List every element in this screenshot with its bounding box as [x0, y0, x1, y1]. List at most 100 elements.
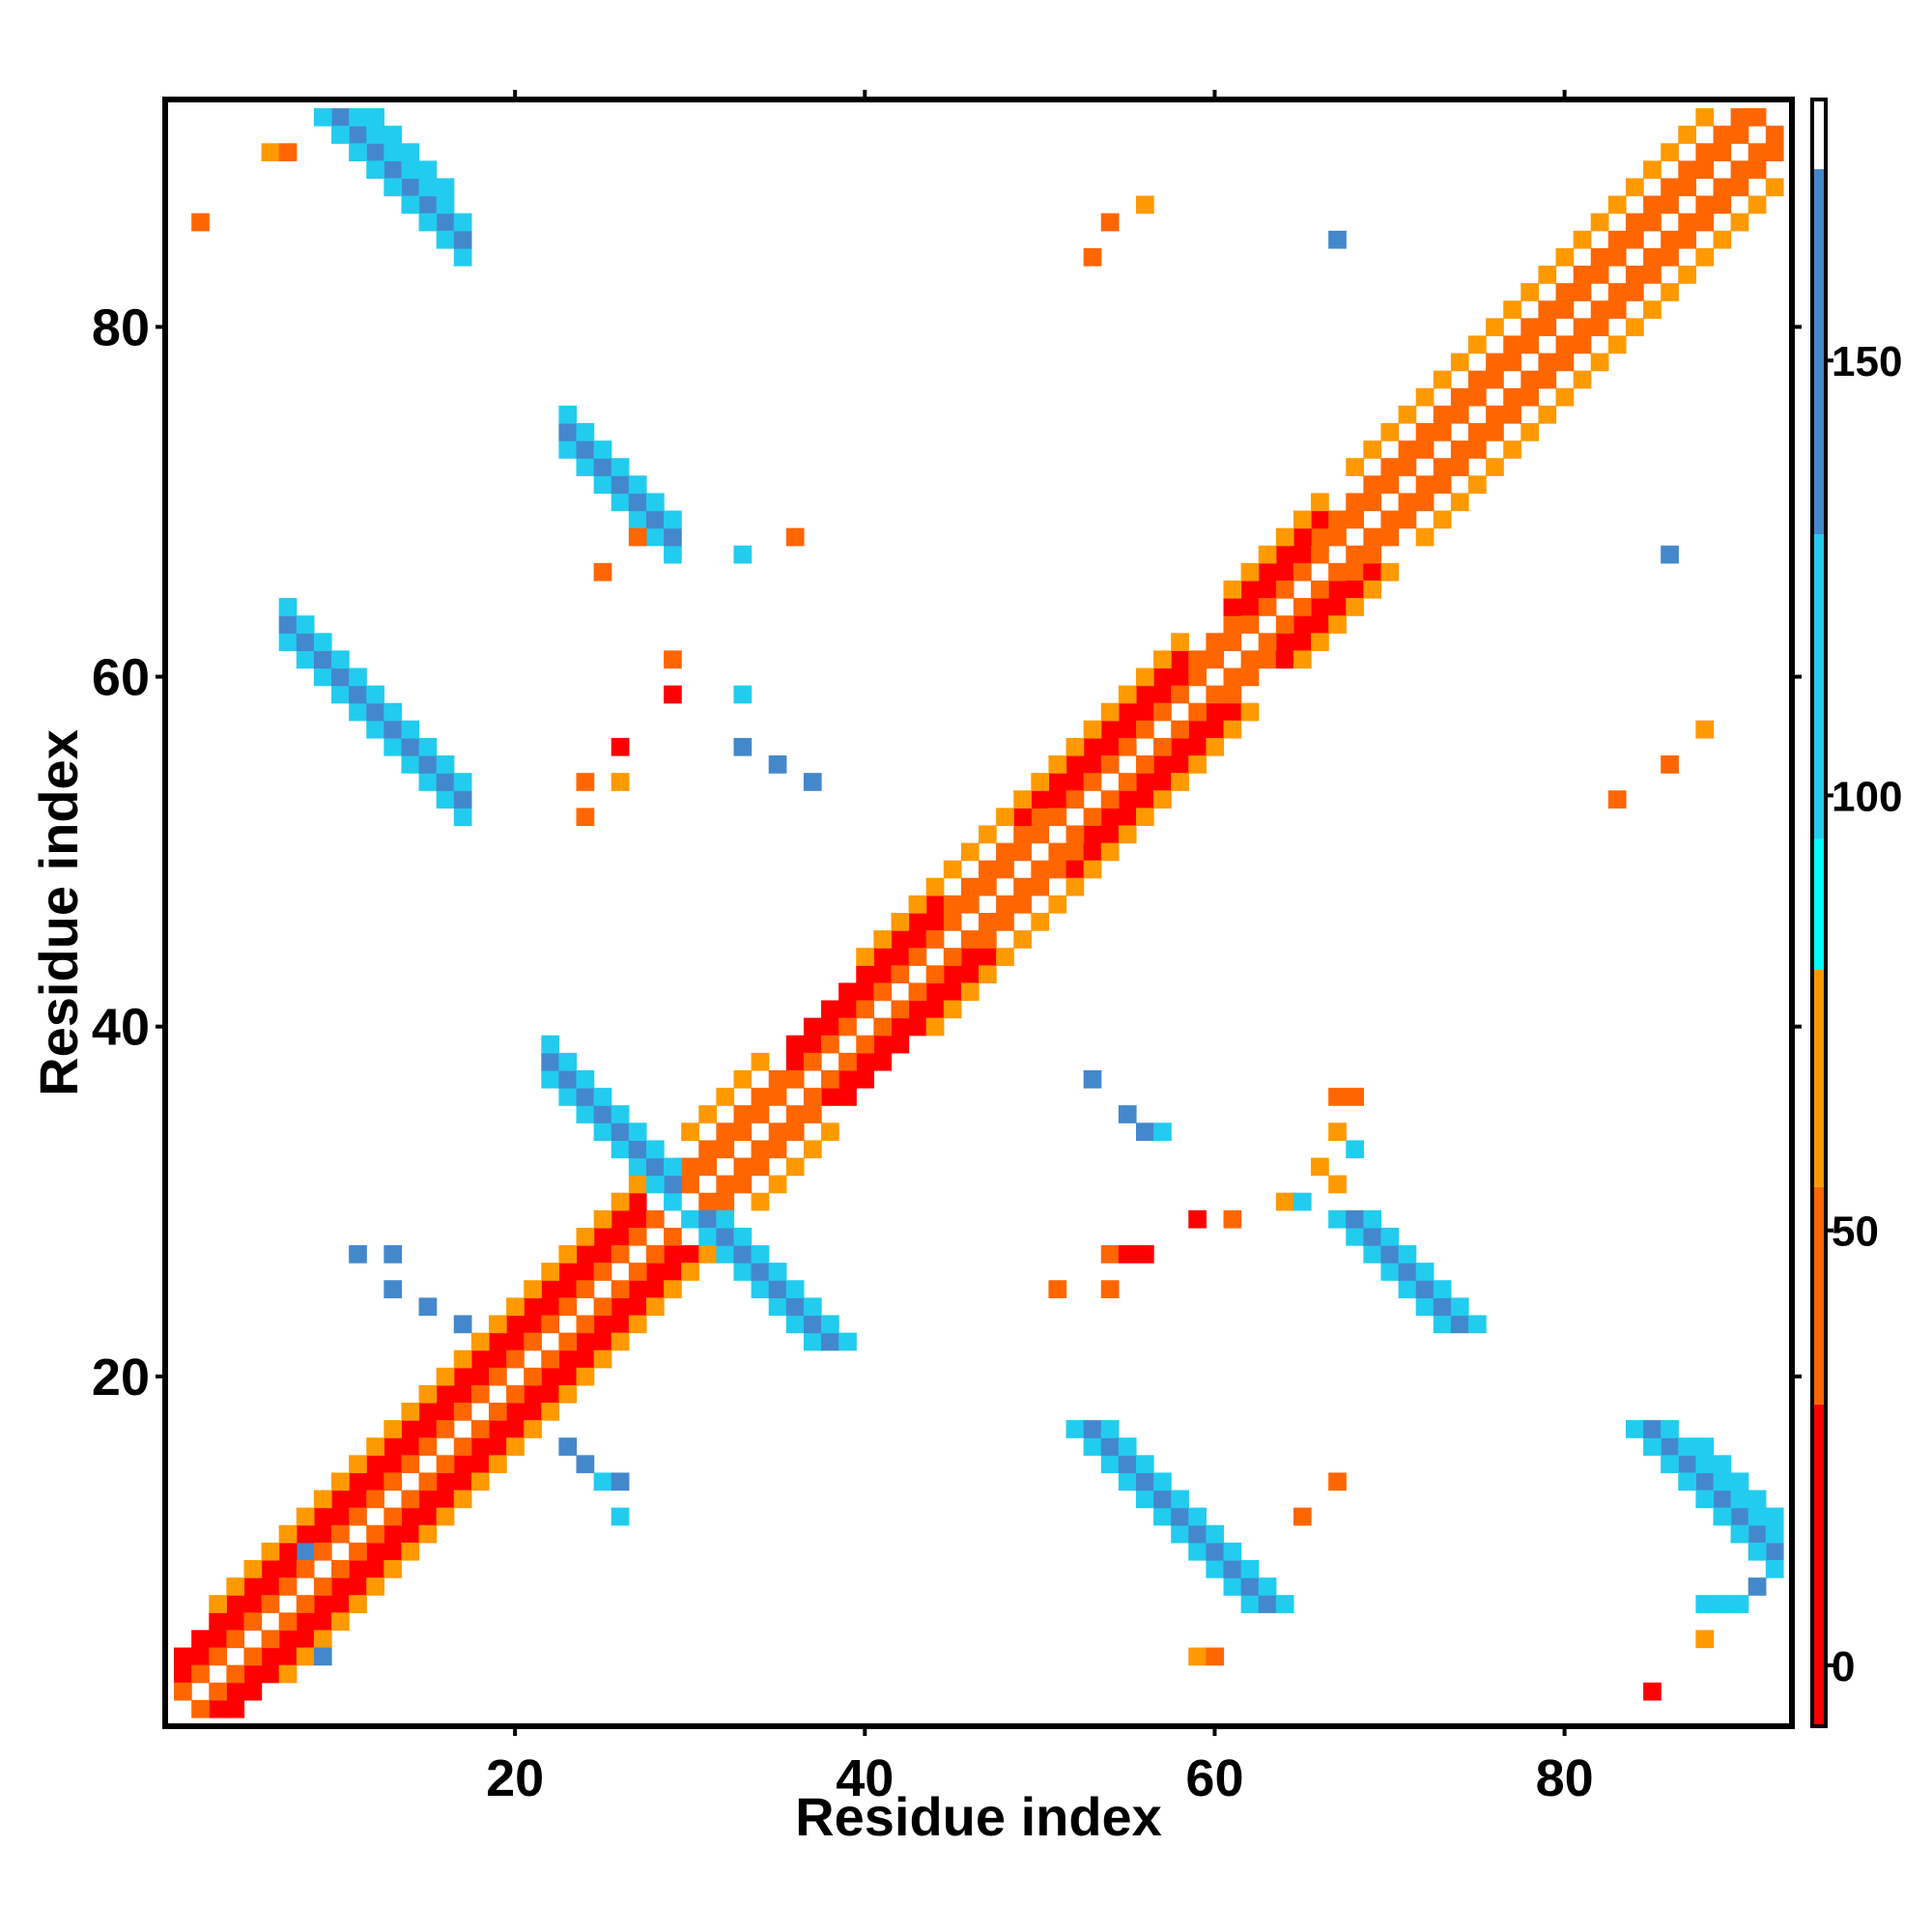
heatmap-cell — [996, 913, 1014, 931]
heatmap-cell — [576, 1367, 595, 1386]
heatmap-cell — [541, 1297, 560, 1317]
heatmap-cell — [960, 948, 980, 966]
heatmap-cell — [436, 1472, 455, 1492]
heatmap-cell — [524, 1297, 542, 1317]
heatmap-cell — [803, 1315, 822, 1334]
heatmap-cell — [1275, 527, 1294, 547]
heatmap-cell — [524, 1332, 542, 1351]
heatmap-cell — [1083, 1420, 1102, 1438]
heatmap-cell — [821, 1332, 839, 1351]
heatmap-cell — [803, 1017, 822, 1037]
heatmap-cell — [1135, 773, 1154, 791]
heatmap-cell — [1311, 633, 1329, 651]
heatmap-cell — [1135, 755, 1154, 774]
heatmap-cell — [1328, 598, 1347, 616]
heatmap-cell — [506, 1350, 525, 1369]
heatmap-cell — [664, 650, 682, 669]
heatmap-cell — [1555, 387, 1575, 407]
heatmap-cell — [191, 1664, 210, 1684]
heatmap-cell — [1223, 580, 1242, 599]
heatmap-cell — [313, 1647, 332, 1666]
heatmap-cell — [1380, 1227, 1400, 1246]
heatmap-cell — [1486, 370, 1504, 389]
heatmap-cell — [979, 948, 997, 966]
heatmap-cell — [645, 493, 665, 512]
heatmap-cell — [1730, 1490, 1749, 1509]
heatmap-cell — [261, 1595, 280, 1613]
heatmap-cell — [891, 930, 910, 949]
heatmap-cell — [1590, 300, 1609, 319]
heatmap-cell — [278, 598, 298, 616]
heatmap-cell — [453, 1472, 472, 1492]
heatmap-cell — [611, 737, 630, 756]
heatmap-cell — [664, 1263, 682, 1281]
heatmap-cell — [349, 1577, 367, 1596]
heatmap-cell — [470, 1455, 490, 1474]
heatmap-cell — [664, 1280, 682, 1298]
heatmap-cell — [1713, 1455, 1732, 1474]
heatmap-cell — [296, 1647, 315, 1666]
heatmap-cell — [803, 1140, 822, 1159]
heatmap-cell — [384, 1245, 403, 1264]
heatmap-cell — [1520, 387, 1540, 407]
heatmap-cell — [873, 1035, 893, 1054]
heatmap-cell — [1730, 1524, 1749, 1544]
heatmap-cell — [628, 1280, 647, 1298]
heatmap-cell — [1538, 353, 1557, 372]
heatmap-cell — [908, 982, 927, 1002]
x-tick-label: 40 — [836, 1749, 894, 1807]
heatmap-cell — [1765, 1542, 1784, 1561]
heatmap-cell — [1590, 353, 1609, 372]
heatmap-cell — [243, 1595, 263, 1613]
heatmap-cell — [611, 1192, 630, 1211]
heatmap-cell — [1083, 247, 1102, 267]
heatmap-cell — [1240, 702, 1260, 722]
heatmap-cell — [313, 1524, 332, 1544]
heatmap-cell — [943, 860, 962, 879]
heatmap-cell — [1695, 1630, 1715, 1649]
heatmap-cell — [1363, 1227, 1382, 1246]
heatmap-cell — [891, 913, 910, 931]
heatmap-cell — [418, 195, 438, 214]
heatmap-cell — [1415, 440, 1435, 459]
heatmap-cell — [401, 1524, 420, 1544]
heatmap-cell — [1380, 458, 1400, 476]
heatmap-cell — [1065, 773, 1085, 791]
heatmap-cell — [733, 1122, 753, 1141]
heatmap-cell — [1661, 247, 1679, 267]
heatmap-cell — [1013, 825, 1032, 844]
heatmap-cell — [1380, 475, 1400, 495]
heatmap-cell — [664, 510, 682, 529]
heatmap-cell — [1223, 1577, 1242, 1596]
heatmap-cell — [1171, 1507, 1189, 1526]
heatmap-cell — [296, 615, 315, 634]
heatmap-cell — [1765, 1559, 1784, 1578]
heatmap-cell — [1590, 318, 1609, 337]
heatmap-cell — [1573, 335, 1592, 355]
heatmap-cells — [174, 108, 1784, 1719]
heatmap-cell — [436, 1367, 455, 1386]
heatmap-cell — [891, 1035, 910, 1054]
heatmap-cell — [1206, 702, 1225, 722]
heatmap-cell — [576, 1105, 595, 1123]
heatmap-cell — [418, 755, 438, 774]
heatmap-cell — [1730, 160, 1749, 180]
heatmap-cell — [418, 1420, 438, 1438]
heatmap-cell — [1328, 510, 1347, 529]
heatmap-cell — [1625, 318, 1644, 337]
heatmap-cell — [681, 1175, 699, 1194]
x-tick-label: 80 — [1536, 1749, 1594, 1807]
heatmap-cell — [1031, 877, 1050, 896]
heatmap-cell — [524, 1420, 542, 1438]
heatmap-cell — [1118, 737, 1137, 756]
heatmap-cell — [716, 1175, 735, 1194]
heatmap-cell — [243, 1647, 263, 1666]
heatmap-cell — [1678, 178, 1697, 197]
heatmap-cell — [1415, 1263, 1435, 1281]
heatmap-cell — [401, 143, 420, 161]
heatmap-cell — [1065, 842, 1085, 862]
heatmap-cell — [1661, 195, 1679, 214]
heatmap-cell — [996, 895, 1014, 914]
heatmap-cell — [628, 1192, 647, 1211]
